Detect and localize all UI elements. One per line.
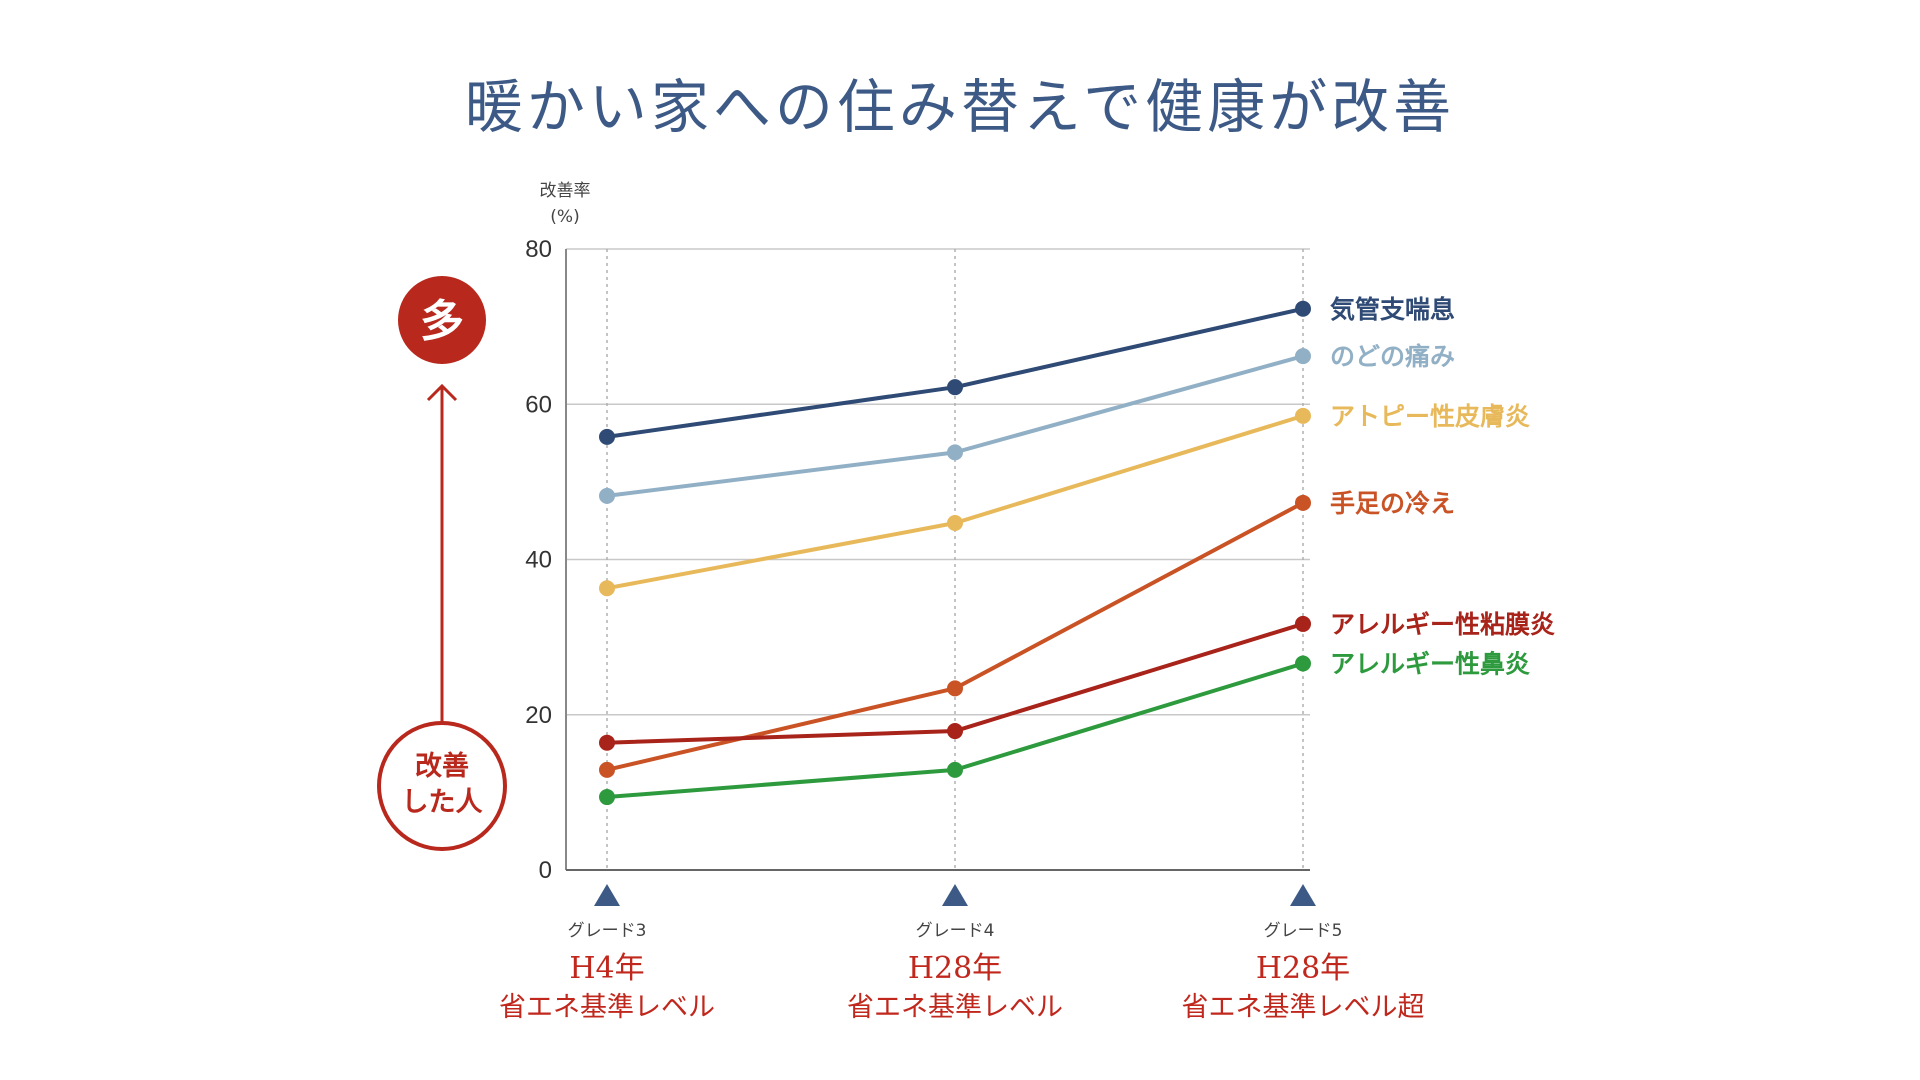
data-point-1-0 <box>599 487 615 504</box>
y-tick-label-0: 0 <box>539 857 552 884</box>
series-label-0: 気管支喘息 <box>1330 295 1455 324</box>
series-label-3: 手足の冷え <box>1330 489 1455 518</box>
data-point-0-2 <box>1295 300 1311 317</box>
grade-marker-icon-2 <box>1290 884 1316 906</box>
data-point-2-2 <box>1295 407 1311 424</box>
improved-people-line2: した人 <box>402 787 483 818</box>
improved-people-line1: 改善 <box>415 750 469 782</box>
data-point-3-1 <box>947 680 963 697</box>
improvement-indicator: 多 改善 した人 <box>377 276 507 851</box>
grade-label-0: グレード3 <box>568 921 647 941</box>
data-point-5-1 <box>947 761 963 778</box>
grid-layer <box>566 248 1310 870</box>
series-label-1: のどの痛み <box>1330 342 1455 371</box>
many-badge-text: 多 <box>420 296 464 347</box>
data-point-0-1 <box>947 379 963 396</box>
data-point-3-2 <box>1295 494 1311 511</box>
data-point-1-1 <box>947 444 963 461</box>
y-tick-label-80: 80 <box>525 236 552 263</box>
grade-marker-icon-1 <box>942 884 968 906</box>
improved-people-badge <box>377 721 507 851</box>
series-label-4: アレルギー性粘膜炎 <box>1330 610 1555 639</box>
year-label-2: H28年 <box>1256 951 1350 986</box>
axis-layer: 0 20 40 60 80 <box>525 236 1310 884</box>
standard-label-2: 省エネ基準レベル超 <box>1182 992 1425 1023</box>
y-tick-label-20: 20 <box>525 702 552 729</box>
data-point-0-0 <box>599 428 615 445</box>
data-point-4-2 <box>1295 615 1311 632</box>
year-label-0: H4年 <box>569 951 644 986</box>
up-arrow-icon <box>426 383 458 402</box>
standard-label-0: 省エネ基準レベル <box>499 992 715 1023</box>
year-label-1: H28年 <box>908 951 1002 986</box>
many-badge <box>398 276 486 364</box>
data-point-1-2 <box>1295 348 1311 365</box>
series-layer <box>599 300 1311 806</box>
grade-marker-icon-0 <box>594 884 620 906</box>
data-point-4-1 <box>947 723 963 740</box>
data-point-3-0 <box>599 761 615 778</box>
data-point-5-2 <box>1295 655 1311 672</box>
grade-label-2: グレード5 <box>1264 921 1343 941</box>
y-tick-label-40: 40 <box>525 547 552 574</box>
y-tick-label-60: 60 <box>525 391 552 418</box>
data-point-5-0 <box>599 789 615 806</box>
data-point-4-0 <box>599 734 615 751</box>
y-axis-label-line1: 改善率 <box>540 181 591 201</box>
y-axis-label-line2: (%) <box>550 207 579 227</box>
standard-label-1: 省エネ基準レベル <box>847 992 1063 1023</box>
data-point-2-1 <box>947 515 963 532</box>
grade-label-1: グレード4 <box>916 921 995 941</box>
page-title: 暖かい家への住み替えで健康が改善 <box>464 73 1456 141</box>
series-label-2: アトピー性皮膚炎 <box>1330 402 1530 431</box>
data-point-2-0 <box>599 580 615 597</box>
series-label-5: アレルギー性鼻炎 <box>1330 650 1530 679</box>
